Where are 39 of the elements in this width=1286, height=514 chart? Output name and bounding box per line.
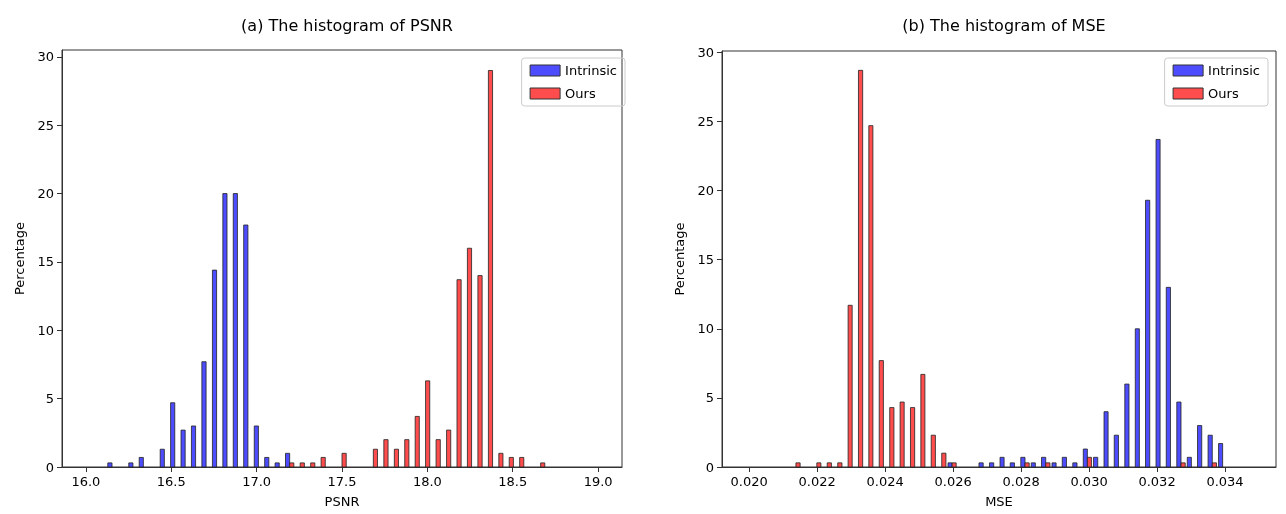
x-tick-label: 0.020 bbox=[730, 474, 768, 489]
x-tick-label: 0.026 bbox=[934, 474, 972, 489]
chart-title: (b) The histogram of MSE bbox=[902, 15, 1106, 35]
x-tick-label: 19.0 bbox=[583, 474, 613, 489]
x-tick-label: 0.022 bbox=[798, 474, 836, 489]
x-tick-label: 18.0 bbox=[412, 474, 442, 489]
x-tick-label: 18.5 bbox=[498, 474, 528, 489]
y-tick-label: 15 bbox=[37, 254, 54, 270]
chart-title: (a) The histogram of PSNR bbox=[241, 15, 453, 35]
y-tick-label: 20 bbox=[37, 186, 54, 202]
x-tick-label: 0.032 bbox=[1138, 474, 1176, 489]
legend-label: Intrinsic bbox=[1208, 63, 1261, 78]
y-tick-label: 0 bbox=[705, 459, 714, 475]
x-axis-title: PSNR bbox=[324, 494, 360, 509]
y-tick-label: 20 bbox=[697, 183, 714, 199]
x-tick-label: 0.030 bbox=[1070, 474, 1108, 489]
legend-label: Ours bbox=[565, 86, 596, 101]
y-tick-label: 5 bbox=[45, 391, 54, 407]
legend-label: Intrinsic bbox=[565, 63, 618, 78]
y-tick-label: 30 bbox=[697, 44, 714, 60]
x-tick-label: 17.0 bbox=[242, 474, 272, 489]
y-tick-label: 5 bbox=[705, 390, 714, 406]
y-tick-label: 25 bbox=[697, 113, 714, 129]
y-tick-label: 30 bbox=[37, 49, 54, 65]
x-axis-title: MSE bbox=[985, 494, 1013, 509]
legend-label: Ours bbox=[1208, 86, 1239, 101]
x-tick-label: 0.034 bbox=[1206, 474, 1244, 489]
x-tick-label: 16.0 bbox=[71, 474, 101, 489]
x-tick-label: 16.5 bbox=[156, 474, 186, 489]
y-tick-label: 10 bbox=[697, 321, 714, 337]
y-tick-label: 10 bbox=[37, 322, 54, 338]
y-tick-label: 15 bbox=[697, 252, 714, 268]
y-axis-title: Percentage bbox=[672, 222, 687, 296]
x-tick-label: 17.5 bbox=[327, 474, 357, 489]
x-tick-label: 0.024 bbox=[866, 474, 904, 489]
y-tick-label: 25 bbox=[37, 117, 54, 133]
y-axis-title: Percentage bbox=[12, 221, 27, 296]
x-tick-label: 0.028 bbox=[1002, 474, 1040, 489]
y-tick-label: 0 bbox=[45, 459, 54, 475]
